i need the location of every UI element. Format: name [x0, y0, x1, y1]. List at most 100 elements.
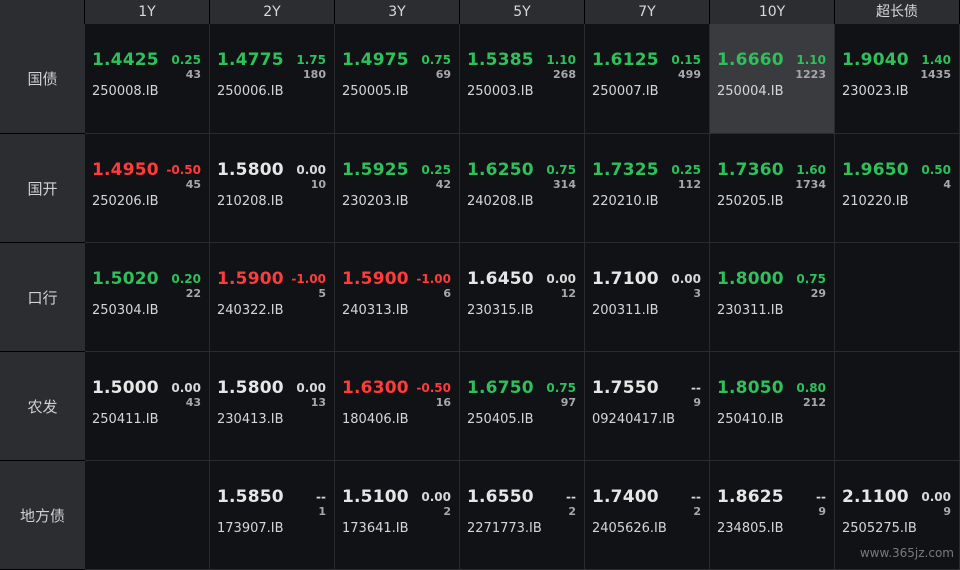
yield-value: 1.5800 [217, 160, 284, 180]
bond-code: 230023.IB [842, 84, 909, 99]
quote-cell[interactable]: 1.5100 0.00 2 173641.IB [335, 461, 460, 570]
bond-code: 250405.IB [467, 412, 534, 427]
yield-change: 0.00 [421, 490, 451, 504]
column-header-6[interactable]: 10Y [710, 0, 835, 24]
trade-volume: 3 [693, 287, 701, 300]
quote-cell[interactable]: 1.9650 0.50 4 210220.IB [835, 134, 960, 243]
bond-code: 234805.IB [717, 521, 784, 536]
quote-cell[interactable]: 1.5800 0.00 13 230413.IB [210, 352, 335, 461]
quote-cell[interactable]: 1.5850 -- 1 173907.IB [210, 461, 335, 570]
yield-value: 1.6750 [467, 378, 534, 398]
quote-cell[interactable]: 1.5020 0.20 22 250304.IB [85, 243, 210, 352]
yield-value: 1.6660 [717, 50, 784, 70]
yield-change: 1.40 [921, 53, 951, 67]
yield-change: 0.00 [296, 163, 326, 177]
quote-cell[interactable]: 1.7100 0.00 3 200311.IB [585, 243, 710, 352]
quote-cell[interactable]: 1.8050 0.80 212 250410.IB [710, 352, 835, 461]
quote-cell[interactable]: 1.5385 1.10 268 250003.IB [460, 24, 585, 134]
yield-value: 1.7360 [717, 160, 784, 180]
quote-cell[interactable]: 1.6450 0.00 12 230315.IB [460, 243, 585, 352]
yield-change: -0.50 [416, 381, 451, 395]
quote-cell[interactable]: 1.6125 0.15 499 250007.IB [585, 24, 710, 134]
yield-value: 1.6250 [467, 160, 534, 180]
quote-cell[interactable]: 1.8000 0.75 29 230311.IB [710, 243, 835, 352]
quote-cell[interactable]: 2.1100 0.00 9 2505275.IB [835, 461, 960, 570]
quote-cell[interactable]: 1.6550 -- 2 2271773.IB [460, 461, 585, 570]
bond-code: 250411.IB [92, 412, 159, 427]
quote-cell[interactable]: 1.7550 -- 9 09240417.IB [585, 352, 710, 461]
row-label-1: 国债 [0, 24, 85, 134]
quote-cell [835, 243, 960, 352]
quote-cell[interactable]: 1.4950 -0.50 45 250206.IB [85, 134, 210, 243]
trade-volume: 112 [678, 178, 701, 191]
header-corner [0, 0, 85, 24]
trade-volume: 2 [568, 505, 576, 518]
trade-volume: 29 [810, 287, 826, 300]
yield-value: 1.6300 [342, 378, 409, 398]
trade-volume: 97 [560, 396, 576, 409]
quote-cell[interactable]: 1.6750 0.75 97 250405.IB [460, 352, 585, 461]
column-header-4[interactable]: 5Y [460, 0, 585, 24]
trade-volume: 2 [443, 505, 451, 518]
quote-cell[interactable]: 1.7325 0.25 112 220210.IB [585, 134, 710, 243]
yield-change: -- [691, 490, 701, 504]
yield-change: -0.50 [166, 163, 201, 177]
bond-code: 250004.IB [717, 84, 784, 99]
yield-change: 0.25 [171, 53, 201, 67]
quote-cell[interactable]: 1.5000 0.00 43 250411.IB [85, 352, 210, 461]
quote-cell[interactable]: 1.5800 0.00 10 210208.IB [210, 134, 335, 243]
yield-change: 0.00 [671, 272, 701, 286]
bond-code: 250005.IB [342, 84, 409, 99]
bond-code: 2505275.IB [842, 521, 917, 536]
column-header-2[interactable]: 2Y [210, 0, 335, 24]
trade-volume: 10 [310, 178, 326, 191]
yield-change: 1.10 [546, 53, 576, 67]
yield-change: 0.75 [421, 53, 451, 67]
yield-change: 0.75 [796, 272, 826, 286]
column-header-3[interactable]: 3Y [335, 0, 460, 24]
quote-cell[interactable]: 1.6250 0.75 314 240208.IB [460, 134, 585, 243]
trade-volume: 9 [943, 505, 951, 518]
bond-code: 180406.IB [342, 412, 409, 427]
yield-value: 1.7100 [592, 269, 659, 289]
trade-volume: 42 [435, 178, 451, 191]
trade-volume: 45 [185, 178, 201, 191]
quote-cell[interactable]: 1.7360 1.60 1734 250205.IB [710, 134, 835, 243]
yield-value: 1.5000 [92, 378, 159, 398]
yield-change: -- [566, 490, 576, 504]
yield-change: 0.25 [671, 163, 701, 177]
yield-change: -1.00 [291, 272, 326, 286]
yield-value: 1.8625 [717, 487, 784, 507]
bond-code: 200311.IB [592, 303, 659, 318]
column-header-1[interactable]: 1Y [85, 0, 210, 24]
yield-change: 0.20 [171, 272, 201, 286]
yield-change: 0.75 [546, 163, 576, 177]
trade-volume: 1223 [795, 68, 826, 81]
yield-value: 1.5900 [217, 269, 284, 289]
bond-code: 250006.IB [217, 84, 284, 99]
quote-cell[interactable]: 1.4775 1.75 180 250006.IB [210, 24, 335, 134]
quote-cell[interactable]: 1.4975 0.75 69 250005.IB [335, 24, 460, 134]
quote-cell[interactable]: 1.6660 1.10 1223 250004.IB [710, 24, 835, 134]
trade-volume: 212 [803, 396, 826, 409]
yield-value: 1.5900 [342, 269, 409, 289]
quote-cell[interactable]: 1.9040 1.40 1435 230023.IB [835, 24, 960, 134]
column-header-7[interactable]: 超长债 [835, 0, 960, 24]
yield-value: 1.5850 [217, 487, 284, 507]
quote-cell[interactable]: 1.5925 0.25 42 230203.IB [335, 134, 460, 243]
quote-cell[interactable]: 1.4425 0.25 43 250008.IB [85, 24, 210, 134]
watermark: www.365jz.com [859, 546, 954, 560]
quote-cell[interactable]: 1.5900 -1.00 6 240313.IB [335, 243, 460, 352]
bond-code: 230413.IB [217, 412, 284, 427]
quote-cell[interactable]: 1.6300 -0.50 16 180406.IB [335, 352, 460, 461]
quote-cell[interactable]: 1.7400 -- 2 2405626.IB [585, 461, 710, 570]
yield-change: 1.10 [796, 53, 826, 67]
yield-value: 1.8050 [717, 378, 784, 398]
quote-cell[interactable]: 1.5900 -1.00 5 240322.IB [210, 243, 335, 352]
column-header-5[interactable]: 7Y [585, 0, 710, 24]
trade-volume: 4 [943, 178, 951, 191]
yield-value: 1.9040 [842, 50, 909, 70]
quote-cell[interactable]: 1.8625 -- 9 234805.IB [710, 461, 835, 570]
yield-change: 0.80 [796, 381, 826, 395]
